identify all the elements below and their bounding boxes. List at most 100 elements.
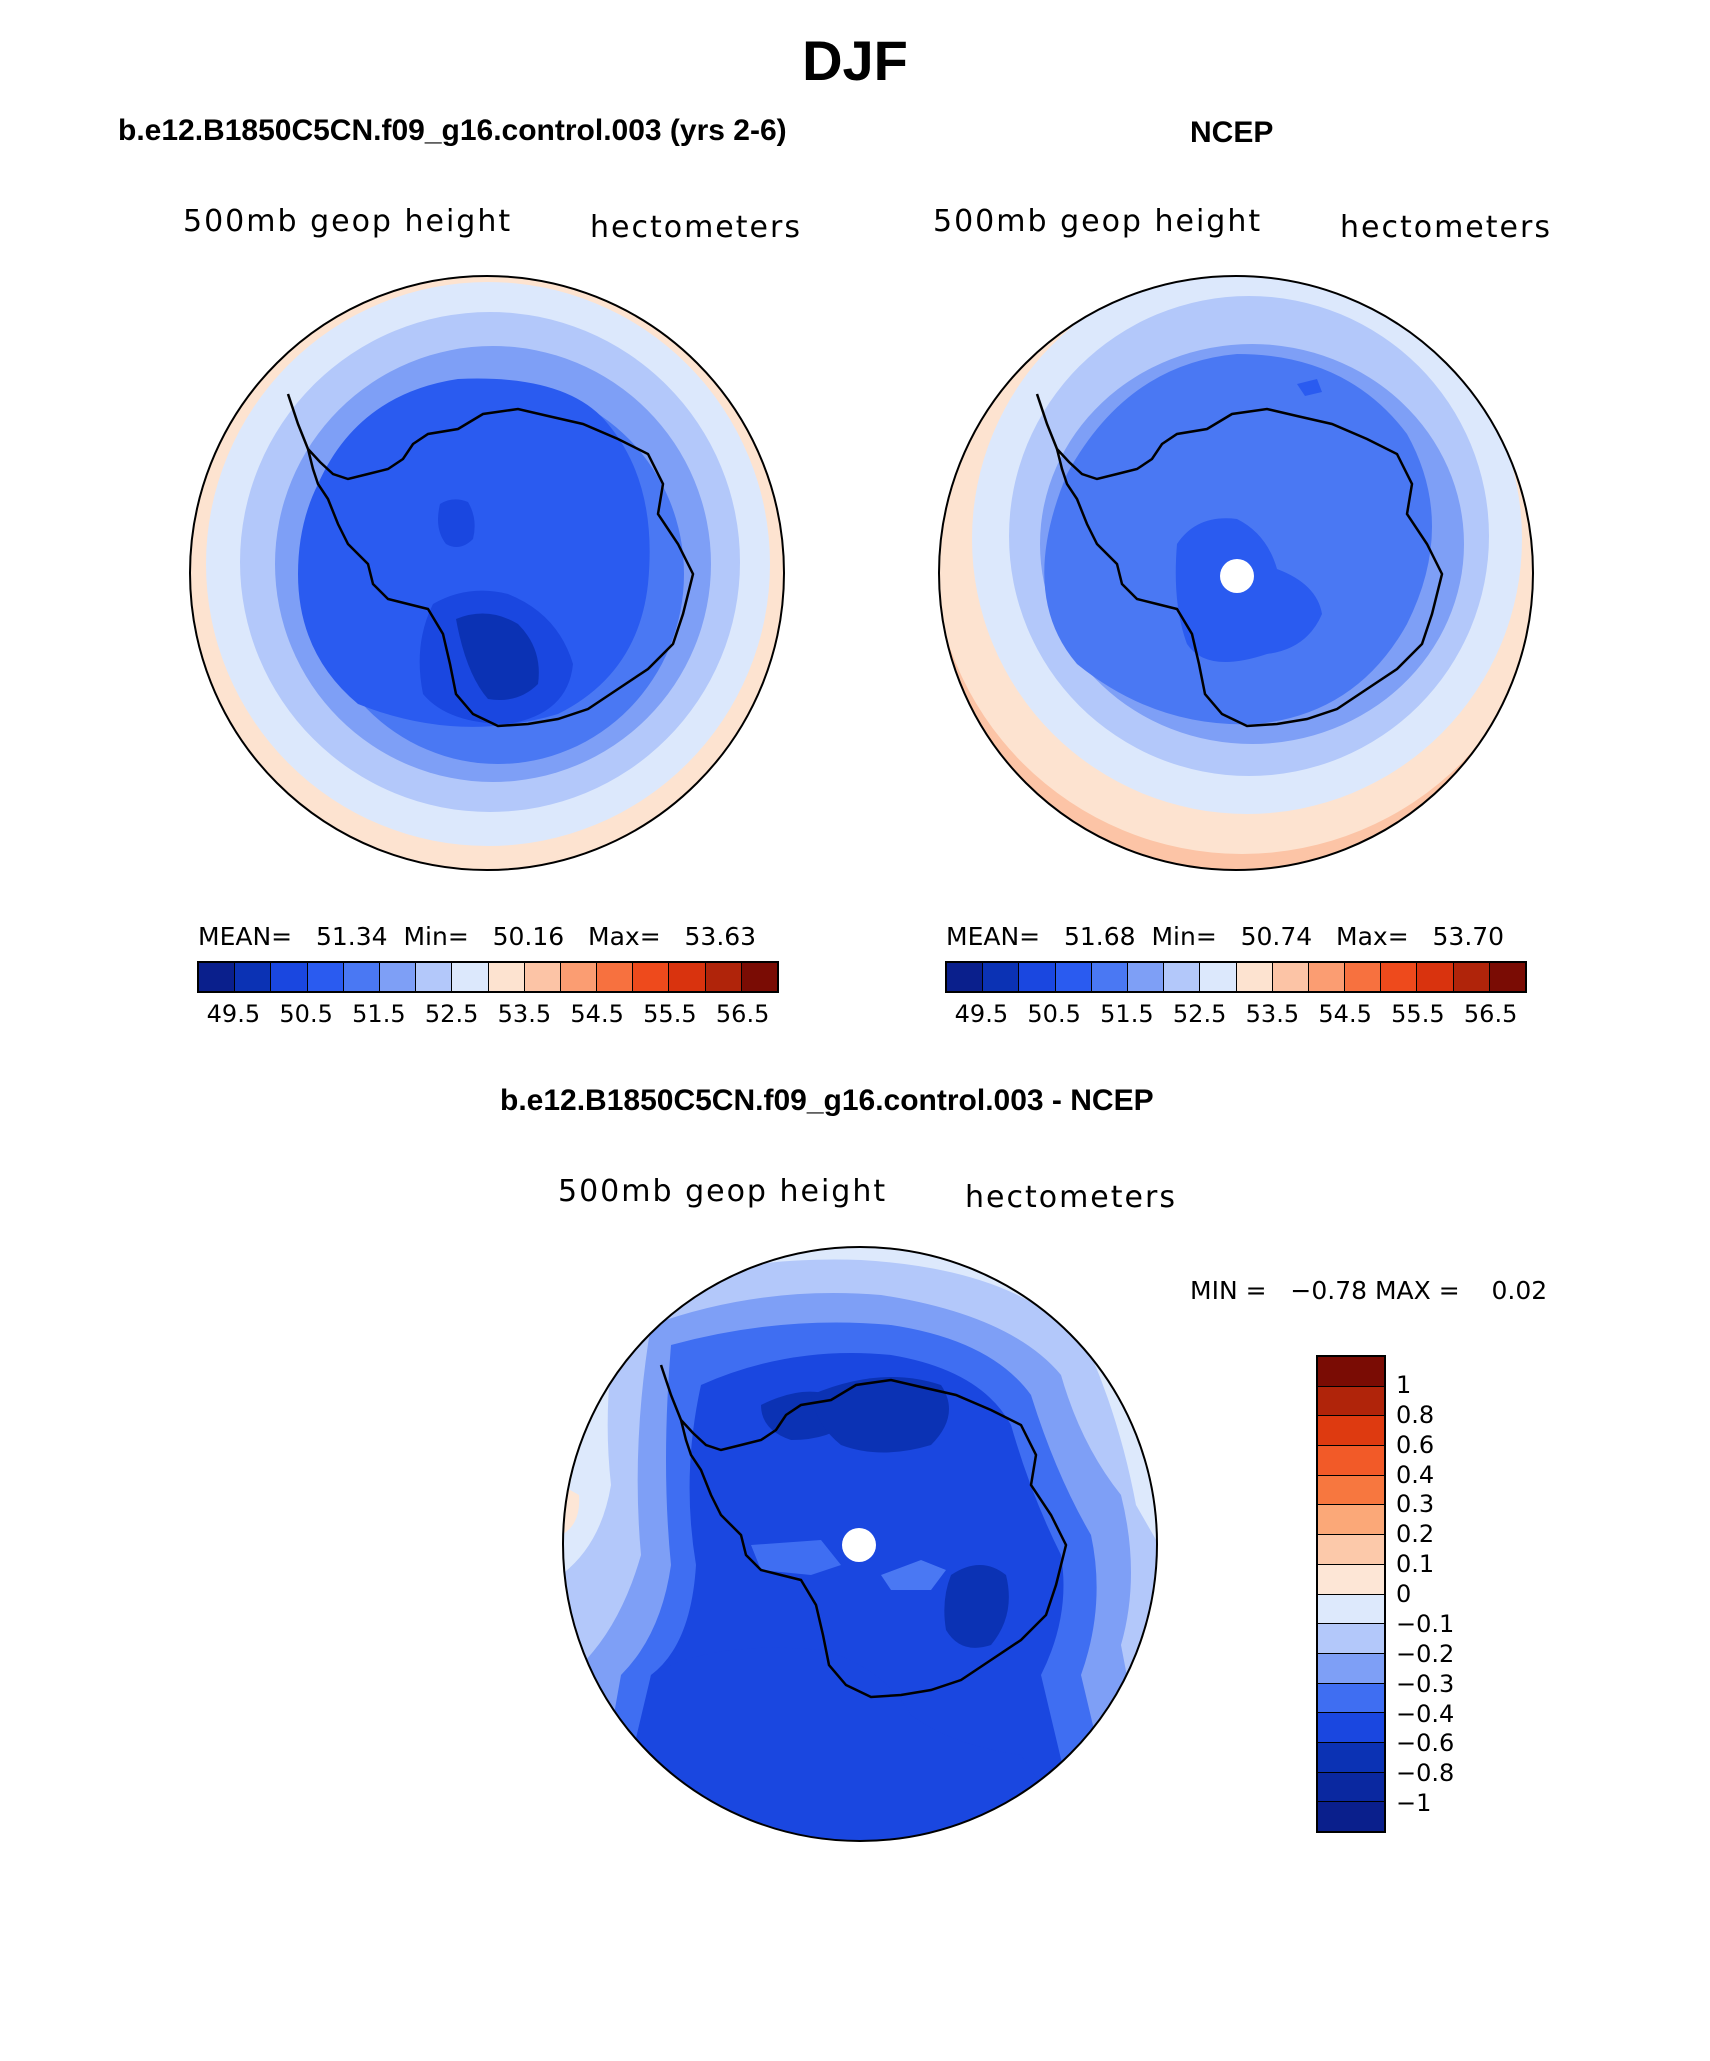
diff-colorbar-tick-label: 0: [1396, 1580, 1412, 1608]
diff-colorbar-tick-label: 0.3: [1396, 1490, 1435, 1519]
diff-band-m06c: [944, 1565, 1009, 1648]
panel-2-map: [938, 275, 1534, 871]
panel-2-max-label: Max=: [1336, 922, 1409, 951]
panel-1-colorbar-swatch-7: [452, 963, 489, 991]
panel-2-colorbar-swatch-0: [947, 963, 984, 991]
panel-2-colorbar-swatch-9: [1272, 963, 1309, 991]
diff-pole-mask: [842, 1528, 876, 1562]
diff-colorbar-tick-label: −0.4: [1396, 1699, 1455, 1728]
panel-2-min-label: Min=: [1151, 922, 1217, 951]
panel-2-map-border: [938, 275, 1534, 871]
panel-2-pole-mask: [1220, 559, 1254, 593]
panel-2-colorbar-swatch-4: [1091, 963, 1128, 991]
panel-2-band-51: [1175, 518, 1322, 662]
diff-colorbar: [1316, 1355, 1386, 1833]
panel-2-coastline: [1055, 407, 1444, 728]
panel-1-colorbar-swatch-8: [488, 963, 525, 991]
diff-colorbar-tick-label: 0.2: [1396, 1520, 1435, 1549]
panel-1-map-border: [189, 275, 785, 871]
panel-2-colorbar-tick-label: 53.5: [1245, 1000, 1300, 1028]
panel-2-colorbar-swatch-1: [983, 963, 1020, 991]
panel-1-subtitle-right: hectometers: [590, 210, 802, 245]
diff-colorbar-swatch-15: [1318, 1802, 1384, 1831]
panel-1-colorbar-swatch-2: [271, 963, 308, 991]
panel-2-colorbar-tick-label: 56.5: [1463, 1000, 1518, 1028]
panel-1-map: [189, 275, 785, 871]
panel-1-colorbar-swatch-13: [669, 963, 706, 991]
diff-subtitle-left: 500mb geop height: [558, 1174, 888, 1209]
panel-2-title: NCEP: [1190, 116, 1274, 149]
panel-2-colorbar-tick-label: 55.5: [1391, 1000, 1445, 1028]
panel-2-min-value: 50.74: [1240, 922, 1313, 951]
panel-2-max-value: 53.70: [1432, 922, 1505, 951]
panel-2-colorbar-tick-label: 50.5: [1027, 1000, 1081, 1028]
diff-colorbar-swatch-10: [1318, 1653, 1384, 1684]
panel-2-colorbar-tick-label: 52.5: [1172, 1000, 1227, 1028]
panel-2-colorbar-tick-label: 51.5: [1100, 1000, 1154, 1028]
diff-colorbar-swatch-7: [1318, 1564, 1384, 1595]
panel-1-colorbar-swatch-4: [343, 963, 380, 991]
diff-band-m03c: [881, 1560, 946, 1590]
panel-1-max-value: 53.63: [684, 922, 757, 951]
panel-1-colorbar-swatch-12: [633, 963, 670, 991]
panel-1-colorbar-swatch-10: [560, 963, 598, 991]
diff-colorbar-swatch-11: [1318, 1683, 1384, 1714]
panel-1-colorbar-tick-label: 52.5: [424, 1000, 479, 1028]
panel-2-colorbar-swatch-13: [1417, 963, 1454, 991]
panel-1-colorbar-swatch-5: [379, 963, 417, 991]
panel-1-colorbar-tick-label: 49.5: [206, 1000, 261, 1028]
diff-colorbar-swatch-8: [1318, 1594, 1384, 1625]
diff-map: [562, 1246, 1158, 1842]
panel-2-colorbar-tick-label: 54.5: [1318, 1000, 1372, 1028]
panel-1-colorbar-tick-label: 55.5: [643, 1000, 697, 1028]
panel-1-colorbar-swatch-14: [705, 963, 742, 991]
diff-colorbar-tick-label: −0.3: [1396, 1669, 1455, 1698]
diff-colorbar-swatch-6: [1318, 1535, 1384, 1565]
panel-1-band-50: [456, 613, 539, 700]
diff-min-label: MIN =: [1190, 1276, 1267, 1305]
diff-title: b.e12.B1850C5CN.f09_g16.control.003 - NC…: [500, 1084, 1154, 1117]
diff-colorbar-swatch-4: [1318, 1475, 1384, 1506]
panel-2-colorbar-swatch-3: [1055, 963, 1092, 991]
panel-2-colorbar-swatch-10: [1308, 963, 1346, 991]
panel-2-colorbar-swatch-8: [1236, 963, 1273, 991]
diff-coastline: [679, 1378, 1068, 1699]
diff-max-label: MAX =: [1374, 1276, 1460, 1305]
diff-colorbar-tick-label: 0.4: [1396, 1460, 1435, 1489]
panel-1-stats: MEAN= 51.34 Min= 50.16 Max= 53.63: [198, 922, 756, 951]
panel-1-colorbar-swatch-0: [199, 963, 236, 991]
panel-2-colorbar-swatch-11: [1345, 963, 1382, 991]
diff-colorbar-swatch-13: [1318, 1742, 1384, 1773]
diff-band-m04b: [611, 1647, 1081, 1841]
panel-1-coastline: [306, 407, 695, 728]
diff-colorbar-tick-label: −0.6: [1396, 1729, 1455, 1758]
diff-band-m06b: [811, 1377, 949, 1453]
panel-2-mean-label: MEAN=: [946, 922, 1041, 951]
panel-1-colorbar-swatch-9: [524, 963, 561, 991]
diff-subtitle-right: hectometers: [965, 1180, 1177, 1215]
diff-colorbar-swatch-0: [1318, 1357, 1384, 1387]
panel-1-colorbar: [197, 961, 779, 993]
panel-2-colorbar: [945, 961, 1527, 993]
panel-1-min-value: 50.16: [492, 922, 565, 951]
panel-1-colorbar-swatch-11: [597, 963, 634, 991]
panel-1-colorbar-swatch-15: [741, 963, 777, 991]
panel-2-colorbar-swatch-12: [1381, 963, 1418, 991]
panel-2-colorbar-swatch-14: [1453, 963, 1490, 991]
panel-1-mean-label: MEAN=: [198, 922, 293, 951]
panel-1-colorbar-tick-label: 56.5: [715, 1000, 770, 1028]
panel-2-colorbar-swatch-5: [1127, 963, 1165, 991]
panel-1-colorbar-tick-label: 51.5: [352, 1000, 406, 1028]
panel-2-band-51b: [1297, 379, 1322, 396]
panel-1-colorbar-tick-label: 53.5: [497, 1000, 552, 1028]
diff-colorbar-tick-label: −1: [1396, 1789, 1432, 1818]
diff-colorbar-tick-label: −0.2: [1396, 1639, 1455, 1668]
panel-2-subtitle-right: hectometers: [1340, 210, 1552, 245]
panel-1-colorbar-swatch-1: [235, 963, 272, 991]
diff-colorbar-swatch-14: [1318, 1772, 1384, 1803]
diff-colorbar-swatch-1: [1318, 1386, 1384, 1417]
panel-2-colorbar-swatch-15: [1489, 963, 1525, 991]
panel-2-colorbar-swatch-2: [1019, 963, 1056, 991]
diff-max-value: 0.02: [1491, 1276, 1548, 1305]
panel-2-colorbar-labels: 49.5 50.5 51.5 52.5 53.5 54.5 55.5 56.5: [945, 1000, 1527, 1030]
